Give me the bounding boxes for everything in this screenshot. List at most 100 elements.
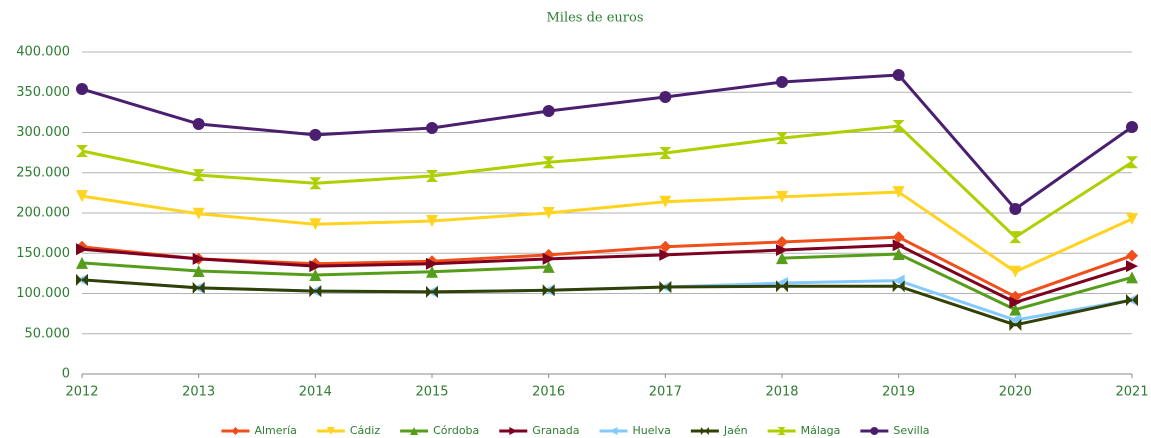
point-marker (426, 121, 438, 134)
legend-item: Granada (499, 424, 580, 437)
x-tick-label: 2013 (182, 385, 215, 400)
point-marker (1009, 303, 1022, 316)
point-marker (776, 132, 788, 145)
point-marker (892, 280, 905, 293)
point-marker (76, 83, 88, 96)
y-tick-label: 350.000 (16, 85, 70, 100)
point-marker (1126, 260, 1138, 273)
point-marker (192, 252, 205, 265)
point-marker (76, 256, 88, 269)
x-tick-label: 2017 (649, 385, 682, 400)
series-line (81, 278, 1133, 322)
point-marker (542, 252, 555, 265)
point-marker (192, 169, 205, 182)
series-line (81, 243, 1133, 304)
legend-label: Huelva (633, 424, 671, 437)
point-marker (659, 248, 672, 261)
point-marker (192, 281, 205, 294)
point-marker (426, 257, 438, 270)
point-marker (892, 239, 905, 252)
point-marker (1126, 249, 1138, 262)
y-tick-label: 300.000 (16, 125, 70, 140)
y-tick-label: 200.000 (16, 206, 70, 221)
point-marker (892, 120, 905, 133)
point-marker (426, 215, 438, 228)
point-marker (1009, 265, 1022, 278)
point-marker (659, 240, 672, 253)
point-marker (542, 156, 555, 169)
point-marker (892, 231, 905, 244)
point-marker (1126, 293, 1138, 306)
legend-marker (410, 427, 419, 435)
legend-label: Almería (254, 424, 296, 437)
point-marker (776, 235, 788, 248)
x-tick-label: 2016 (532, 385, 565, 400)
point-marker (892, 186, 905, 199)
point-marker (76, 145, 88, 158)
legend-label: Málaga (801, 424, 841, 437)
point-marker (1126, 156, 1138, 169)
legend-item: Jaén (690, 424, 748, 437)
point-marker (426, 169, 438, 182)
point-marker (776, 252, 788, 265)
y-tick-label: 100.000 (16, 286, 70, 301)
point-marker (1009, 318, 1022, 331)
point-marker (309, 128, 322, 141)
point-marker (776, 190, 788, 203)
legend-item: Huelva (599, 424, 671, 437)
legend-item: Almería (221, 424, 297, 437)
point-marker (76, 243, 88, 256)
y-tick-label: 0 (62, 367, 70, 382)
y-tick-label: 250.000 (16, 165, 70, 180)
point-marker (1126, 121, 1138, 134)
legend-item: Córdoba (400, 424, 479, 437)
chart-title: Miles de euros (546, 11, 643, 26)
y-tick-label: 50.000 (25, 326, 71, 341)
series-line (81, 124, 1133, 239)
point-marker (76, 190, 88, 203)
point-marker (542, 284, 555, 297)
x-tick-label: 2020 (999, 385, 1032, 400)
series-line (81, 278, 1133, 327)
point-marker (192, 117, 205, 130)
point-marker (309, 285, 322, 298)
point-marker (1009, 231, 1022, 244)
point-marker (542, 260, 555, 273)
point-marker (309, 268, 322, 281)
legend-item: Cádiz (316, 424, 380, 437)
legend-marker (870, 427, 879, 435)
x-tick-label: 2018 (765, 385, 798, 400)
point-marker (309, 177, 322, 190)
point-marker (776, 76, 789, 89)
point-marker (1126, 213, 1138, 226)
point-marker (659, 90, 672, 103)
legend-marker (700, 427, 709, 435)
legend-label: Granada (532, 424, 579, 437)
point-marker (659, 281, 672, 294)
x-tick-label: 2019 (882, 385, 915, 400)
y-tick-label: 400.000 (16, 45, 70, 60)
legend-marker (777, 427, 786, 435)
point-marker (892, 69, 905, 82)
point-marker (309, 260, 322, 273)
x-tick-label: 2012 (65, 385, 98, 400)
legend: Almería Cádiz Córdoba Granada Huelva Jaén Mála… (221, 424, 930, 437)
legend-marker (231, 427, 240, 435)
legend-label: Cádiz (350, 424, 380, 437)
legend-item: Málaga (767, 424, 841, 437)
point-marker (1009, 296, 1022, 309)
point-marker (892, 248, 905, 261)
legend-marker (609, 427, 618, 435)
y-tick-label: 150.000 (16, 246, 70, 261)
point-marker (76, 273, 88, 286)
legend-label: Sevilla (893, 424, 929, 437)
legend-label: Jaén (723, 424, 748, 437)
point-marker (192, 264, 205, 277)
legend-marker (509, 427, 518, 435)
point-marker (776, 280, 788, 293)
point-marker (1009, 202, 1022, 215)
point-marker (542, 105, 555, 118)
point-marker (426, 265, 438, 278)
point-marker (542, 207, 555, 219)
